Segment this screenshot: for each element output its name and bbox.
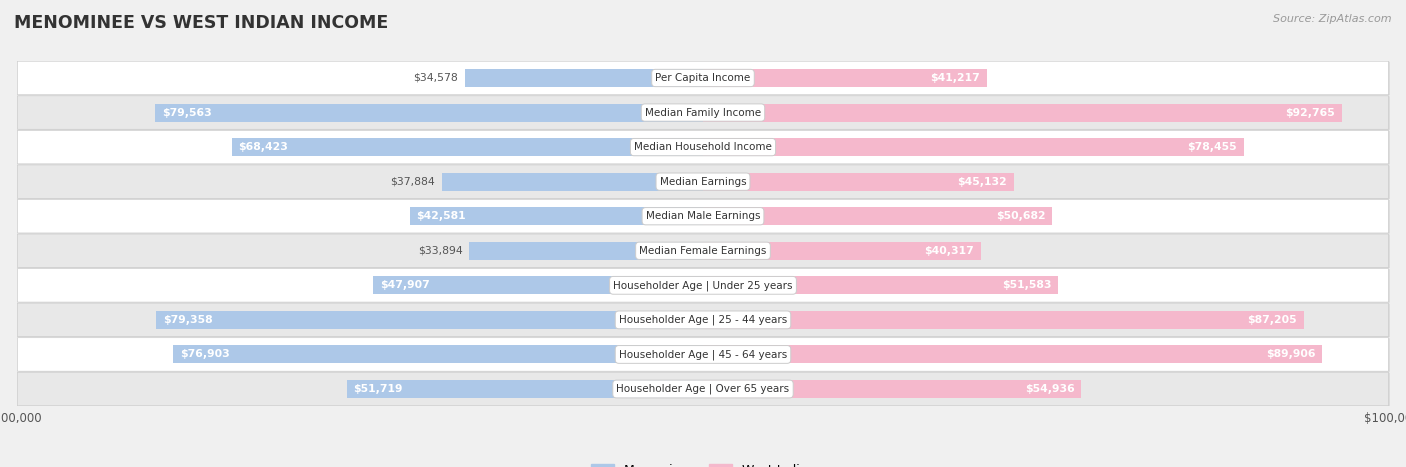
Text: $51,719: $51,719: [353, 384, 404, 394]
FancyBboxPatch shape: [18, 304, 1391, 337]
FancyBboxPatch shape: [18, 131, 1391, 164]
Text: $34,578: $34,578: [413, 73, 458, 83]
Bar: [703, 346, 1323, 363]
Bar: [409, 207, 703, 225]
Bar: [155, 104, 703, 121]
Bar: [373, 276, 703, 294]
Text: $68,423: $68,423: [239, 142, 288, 152]
FancyBboxPatch shape: [17, 130, 1389, 164]
FancyBboxPatch shape: [17, 96, 1389, 129]
Text: Median Female Earnings: Median Female Earnings: [640, 246, 766, 256]
FancyBboxPatch shape: [18, 200, 1391, 234]
FancyBboxPatch shape: [17, 61, 1389, 95]
FancyBboxPatch shape: [17, 303, 1389, 337]
Bar: [703, 380, 1081, 398]
Text: $78,455: $78,455: [1187, 142, 1237, 152]
FancyBboxPatch shape: [17, 372, 1389, 406]
Text: $87,205: $87,205: [1247, 315, 1296, 325]
Text: Median Household Income: Median Household Income: [634, 142, 772, 152]
Bar: [703, 138, 1243, 156]
FancyBboxPatch shape: [17, 165, 1389, 198]
FancyBboxPatch shape: [17, 199, 1389, 233]
Bar: [465, 69, 703, 87]
Text: $41,217: $41,217: [931, 73, 980, 83]
FancyBboxPatch shape: [18, 373, 1391, 406]
Text: $79,563: $79,563: [162, 107, 211, 118]
Text: MENOMINEE VS WEST INDIAN INCOME: MENOMINEE VS WEST INDIAN INCOME: [14, 14, 388, 32]
FancyBboxPatch shape: [18, 96, 1391, 130]
Bar: [703, 69, 987, 87]
Text: $37,884: $37,884: [391, 177, 434, 187]
FancyBboxPatch shape: [18, 62, 1391, 95]
Text: $54,936: $54,936: [1025, 384, 1074, 394]
Legend: Menominee, West Indian: Menominee, West Indian: [586, 460, 820, 467]
Bar: [703, 104, 1343, 121]
Text: $76,903: $76,903: [180, 349, 229, 360]
Bar: [703, 311, 1303, 329]
Text: Householder Age | 25 - 44 years: Householder Age | 25 - 44 years: [619, 315, 787, 325]
Text: Median Earnings: Median Earnings: [659, 177, 747, 187]
Bar: [173, 346, 703, 363]
Text: $45,132: $45,132: [957, 177, 1007, 187]
Text: Householder Age | 45 - 64 years: Householder Age | 45 - 64 years: [619, 349, 787, 360]
Bar: [232, 138, 703, 156]
Text: $47,907: $47,907: [380, 280, 430, 290]
FancyBboxPatch shape: [18, 269, 1391, 303]
FancyBboxPatch shape: [18, 165, 1391, 199]
Text: Householder Age | Over 65 years: Householder Age | Over 65 years: [616, 384, 790, 394]
FancyBboxPatch shape: [18, 338, 1391, 372]
FancyBboxPatch shape: [17, 338, 1389, 371]
Text: $79,358: $79,358: [163, 315, 212, 325]
Text: Median Family Income: Median Family Income: [645, 107, 761, 118]
FancyBboxPatch shape: [17, 269, 1389, 302]
Bar: [703, 207, 1052, 225]
Bar: [703, 173, 1014, 191]
FancyBboxPatch shape: [18, 234, 1391, 268]
Text: $92,765: $92,765: [1285, 107, 1336, 118]
Text: $89,906: $89,906: [1265, 349, 1316, 360]
Text: Source: ZipAtlas.com: Source: ZipAtlas.com: [1274, 14, 1392, 24]
Text: Per Capita Income: Per Capita Income: [655, 73, 751, 83]
Bar: [347, 380, 703, 398]
Text: Median Male Earnings: Median Male Earnings: [645, 211, 761, 221]
Bar: [703, 242, 981, 260]
Text: $50,682: $50,682: [995, 211, 1045, 221]
Text: $51,583: $51,583: [1002, 280, 1052, 290]
FancyBboxPatch shape: [17, 234, 1389, 268]
Bar: [441, 173, 703, 191]
Text: $40,317: $40,317: [924, 246, 974, 256]
Bar: [156, 311, 703, 329]
Text: Householder Age | Under 25 years: Householder Age | Under 25 years: [613, 280, 793, 290]
Bar: [703, 276, 1059, 294]
Text: $33,894: $33,894: [418, 246, 463, 256]
Bar: [470, 242, 703, 260]
Text: $42,581: $42,581: [416, 211, 467, 221]
